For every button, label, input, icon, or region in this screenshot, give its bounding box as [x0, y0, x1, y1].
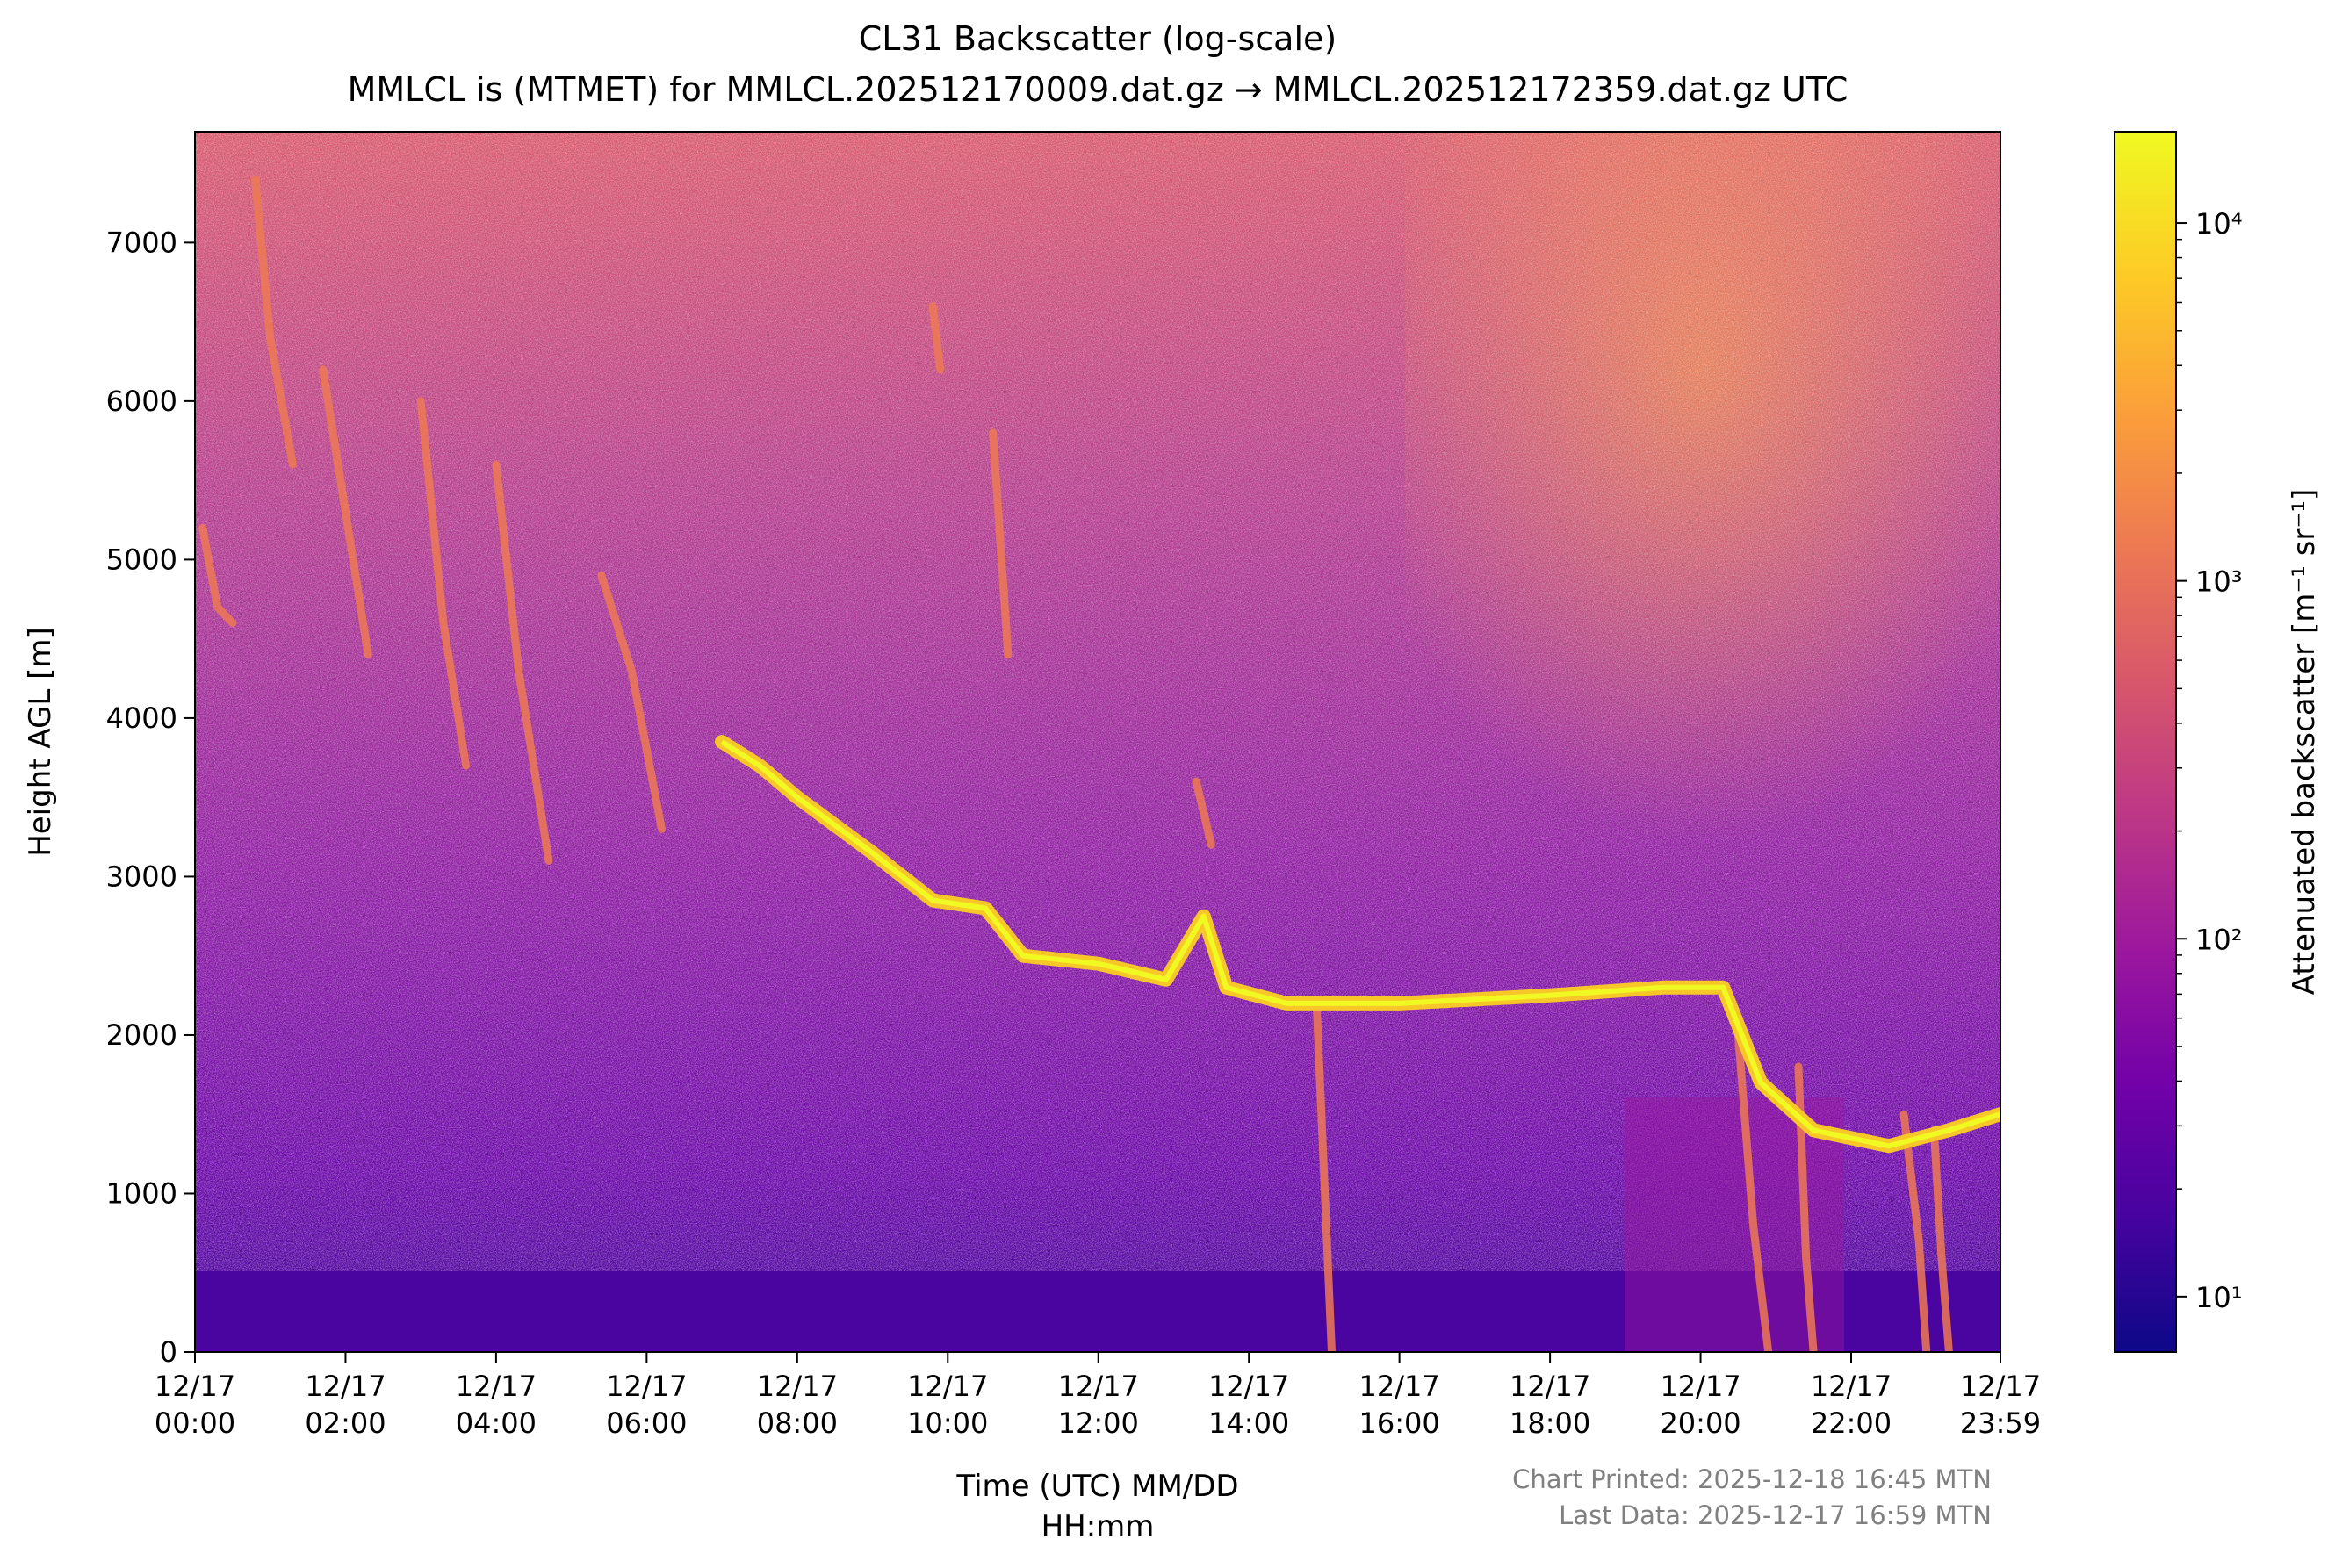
backscatter-streak	[198, 523, 237, 628]
x-tick-time: 04:00	[456, 1406, 537, 1440]
x-tick-time: 10:00	[907, 1406, 988, 1440]
x-axis-label-line2: HH:mm	[1041, 1509, 1155, 1544]
chart-subtitle: MMLCL is (MTMET) for MMLCL.202512170009.…	[348, 70, 1849, 109]
x-tick-time: 22:00	[1811, 1406, 1892, 1440]
y-tick-label: 1000	[106, 1176, 177, 1210]
backscatter-streak	[1794, 1062, 1818, 1352]
x-tick-date: 12/17	[155, 1370, 235, 1403]
y-tick-label: 4000	[106, 701, 177, 735]
x-tick-date: 12/17	[1660, 1370, 1740, 1403]
cloud-base-core	[720, 739, 2000, 1149]
x-tick-time: 14:00	[1208, 1406, 1289, 1440]
x-tick-date: 12/17	[1960, 1370, 2041, 1403]
backscatter-streak	[251, 175, 297, 469]
colorbar-tick-label: 10⁴	[2195, 207, 2243, 241]
y-axis-label: Height AGL [m]	[23, 627, 58, 857]
x-axis: 12/1700:0012/1702:0012/1704:0012/1706:00…	[155, 1352, 2041, 1440]
colorbar	[2114, 131, 2177, 1353]
y-tick-label: 0	[160, 1335, 177, 1369]
x-tick-time: 18:00	[1510, 1406, 1590, 1440]
x-tick-date: 12/17	[305, 1370, 386, 1403]
y-tick-label: 6000	[106, 385, 177, 418]
y-axis: 0 1000 2000 3000 4000 5000 6000 7000	[106, 226, 195, 1369]
backscatter-streak	[1929, 1126, 1953, 1352]
backscatter-features	[198, 175, 1953, 1352]
backscatter-streak	[597, 572, 666, 833]
y-tick-label: 2000	[106, 1018, 177, 1052]
heatmap-area	[195, 132, 2000, 1352]
chart-printed-note: Chart Printed: 2025-12-18 16:45 MTN	[1512, 1464, 1992, 1494]
x-axis-label: Time (UTC) MM/DD	[955, 1469, 1238, 1504]
backscatter-streak	[1192, 777, 1215, 849]
y-tick-label: 5000	[106, 543, 177, 576]
backscatter-streak	[492, 460, 553, 865]
colorbar-tick-label: 10²	[2195, 923, 2243, 956]
x-tick-date: 12/17	[456, 1370, 537, 1403]
backscatter-streak	[1899, 1110, 1931, 1352]
x-tick-date: 12/17	[1359, 1370, 1440, 1403]
backscatter-streak	[1733, 1031, 1773, 1352]
x-tick-time: 00:00	[155, 1406, 235, 1440]
x-tick-date: 12/17	[907, 1370, 988, 1403]
heatmap-noise	[195, 132, 2000, 1273]
y-tick-label: 3000	[106, 860, 177, 893]
backscatter-streak	[319, 365, 372, 659]
x-tick-date: 12/17	[1811, 1370, 1892, 1403]
backscatter-streak	[989, 428, 1013, 659]
backscatter-streak	[928, 302, 945, 374]
x-tick-time: 06:00	[606, 1406, 687, 1440]
x-tick-time: 12:00	[1058, 1406, 1139, 1440]
x-tick-date: 12/17	[757, 1370, 838, 1403]
x-tick-date: 12/17	[1208, 1370, 1289, 1403]
x-tick-date: 12/17	[1510, 1370, 1590, 1403]
last-data-note: Last Data: 2025-12-17 16:59 MTN	[1559, 1500, 1992, 1530]
backscatter-streak	[1312, 999, 1336, 1352]
x-tick-date: 12/17	[606, 1370, 687, 1403]
colorbar-tick-label: 10¹	[2195, 1281, 2243, 1314]
colorbar-label: Attenuated backscatter [m⁻¹ sr⁻¹]	[2287, 489, 2322, 996]
x-tick-time: 08:00	[757, 1406, 838, 1440]
x-tick-date: 12/17	[1058, 1370, 1139, 1403]
y-tick-label: 7000	[106, 226, 177, 259]
x-tick-time: 23:59	[1960, 1406, 2041, 1440]
x-tick-time: 16:00	[1359, 1406, 1440, 1440]
backscatter-streak	[416, 397, 471, 770]
chart-title: CL31 Backscatter (log-scale)	[859, 19, 1337, 58]
x-tick-time: 20:00	[1660, 1406, 1740, 1440]
surface-layer	[195, 1271, 2000, 1352]
x-tick-time: 02:00	[305, 1406, 386, 1440]
colorbar-tick-label: 10³	[2195, 565, 2243, 599]
colorbar-ticks: 10¹ 10² 10³ 10⁴	[2176, 207, 2243, 1314]
